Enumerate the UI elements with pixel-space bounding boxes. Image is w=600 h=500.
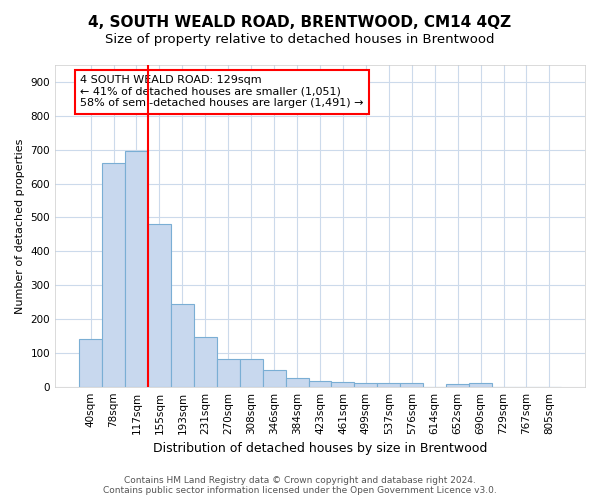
- Bar: [171, 304, 194, 386]
- Bar: [286, 378, 308, 386]
- Bar: [400, 384, 423, 386]
- Bar: [148, 224, 171, 386]
- Bar: [308, 380, 331, 386]
- Bar: [240, 358, 263, 386]
- Bar: [446, 384, 469, 386]
- Bar: [263, 370, 286, 386]
- Text: Contains HM Land Registry data © Crown copyright and database right 2024.
Contai: Contains HM Land Registry data © Crown c…: [103, 476, 497, 495]
- Text: 4, SOUTH WEALD ROAD, BRENTWOOD, CM14 4QZ: 4, SOUTH WEALD ROAD, BRENTWOOD, CM14 4QZ: [88, 15, 512, 30]
- Bar: [194, 336, 217, 386]
- Bar: [377, 384, 400, 386]
- Bar: [102, 163, 125, 386]
- Bar: [469, 384, 492, 386]
- Bar: [217, 358, 240, 386]
- Bar: [79, 340, 102, 386]
- Text: Size of property relative to detached houses in Brentwood: Size of property relative to detached ho…: [105, 32, 495, 46]
- X-axis label: Distribution of detached houses by size in Brentwood: Distribution of detached houses by size …: [153, 442, 487, 455]
- Bar: [125, 152, 148, 386]
- Text: 4 SOUTH WEALD ROAD: 129sqm
← 41% of detached houses are smaller (1,051)
58% of s: 4 SOUTH WEALD ROAD: 129sqm ← 41% of deta…: [80, 75, 364, 108]
- Y-axis label: Number of detached properties: Number of detached properties: [15, 138, 25, 314]
- Bar: [355, 384, 377, 386]
- Bar: [331, 382, 355, 386]
